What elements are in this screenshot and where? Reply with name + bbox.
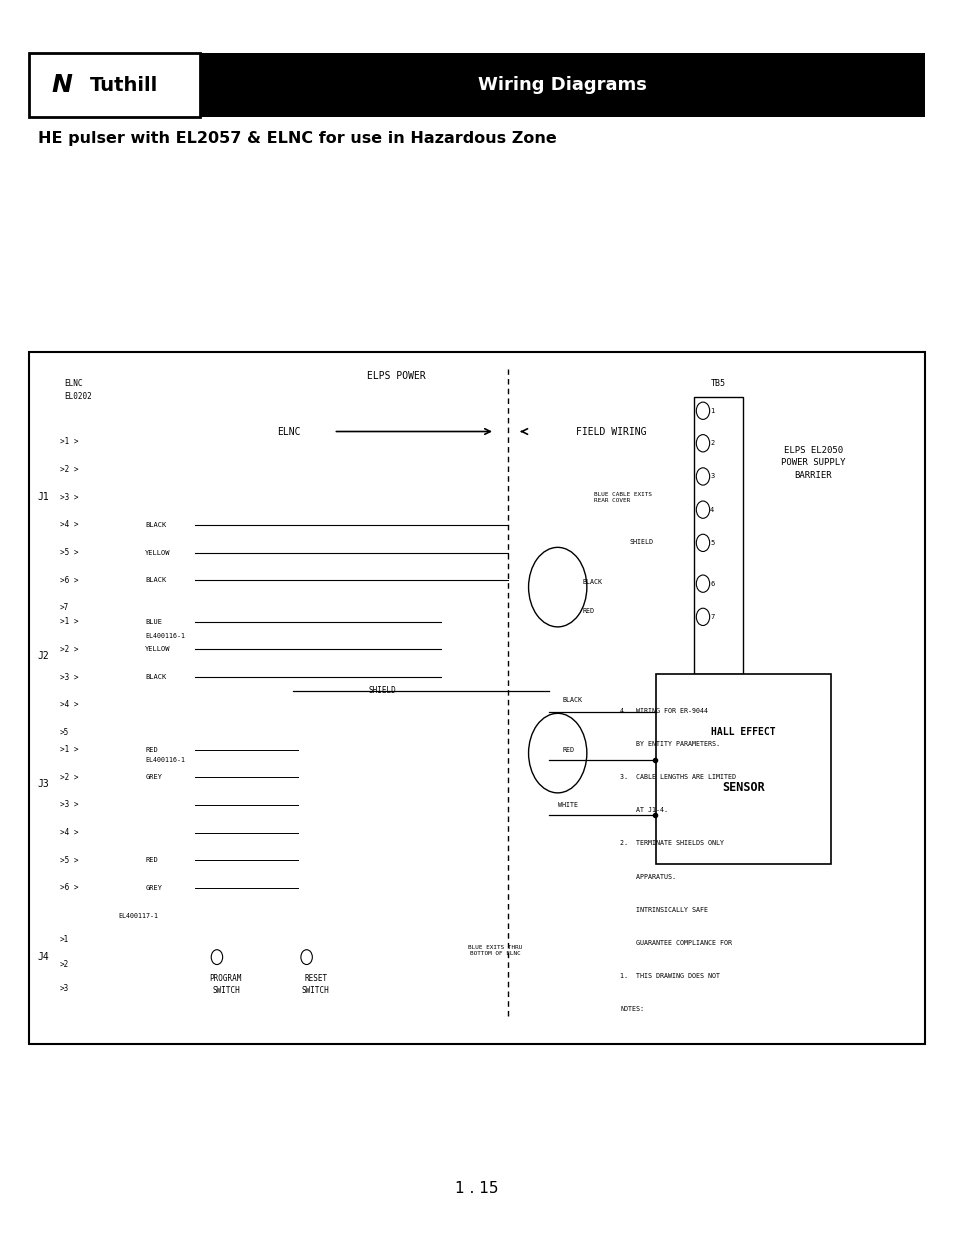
Text: HALL EFFECT: HALL EFFECT — [710, 727, 775, 737]
Text: >1 >: >1 > — [60, 437, 78, 446]
Text: RED: RED — [582, 609, 594, 614]
Text: >6 >: >6 > — [60, 576, 78, 584]
Bar — [656, 673, 830, 863]
Bar — [29, 53, 200, 117]
Text: J4: J4 — [37, 952, 50, 962]
Text: 4: 4 — [709, 506, 714, 513]
Text: 1: 1 — [709, 408, 714, 414]
Text: ELNC: ELNC — [276, 426, 300, 436]
Text: SENSOR: SENSOR — [721, 782, 764, 794]
Text: BLACK: BLACK — [145, 674, 166, 680]
Text: >4 >: >4 > — [60, 829, 78, 837]
Text: 5: 5 — [709, 540, 714, 546]
Text: >2 >: >2 > — [60, 645, 78, 653]
Text: BLACK: BLACK — [561, 698, 581, 703]
Text: WHITE: WHITE — [558, 803, 578, 809]
Text: 6: 6 — [709, 580, 714, 587]
Text: BLACK: BLACK — [582, 578, 602, 584]
Text: EL400117-1: EL400117-1 — [118, 913, 158, 919]
Text: N: N — [51, 73, 72, 98]
Text: >1 >: >1 > — [60, 745, 78, 755]
Bar — [29, 352, 924, 1044]
Text: Tuthill: Tuthill — [90, 75, 158, 95]
Text: 4.  WIRING FOR ER-9044: 4. WIRING FOR ER-9044 — [619, 708, 708, 714]
Text: GREY: GREY — [145, 885, 162, 890]
Bar — [693, 396, 742, 673]
Text: >7: >7 — [60, 604, 70, 613]
Text: SHIELD: SHIELD — [629, 540, 653, 545]
Text: INTRINSICALLY SAFE: INTRINSICALLY SAFE — [619, 906, 708, 913]
Text: >2 >: >2 > — [60, 466, 78, 474]
Text: >6 >: >6 > — [60, 883, 78, 893]
Text: EL400116-1: EL400116-1 — [145, 757, 185, 763]
Text: J1: J1 — [37, 493, 50, 503]
Text: 1.  THIS DRAWING DOES NOT: 1. THIS DRAWING DOES NOT — [619, 973, 720, 979]
Text: J2: J2 — [37, 651, 50, 661]
Text: ELPS EL2050
POWER SUPPLY
BARRIER: ELPS EL2050 POWER SUPPLY BARRIER — [781, 446, 844, 479]
Text: Wiring Diagrams: Wiring Diagrams — [477, 77, 647, 94]
Text: PROGRAM
SWITCH: PROGRAM SWITCH — [210, 974, 242, 995]
Text: >5 >: >5 > — [60, 856, 78, 864]
Text: RED: RED — [145, 747, 158, 752]
Text: BLUE CABLE EXITS
REAR COVER: BLUE CABLE EXITS REAR COVER — [593, 492, 651, 503]
Text: EL0202: EL0202 — [65, 393, 92, 401]
Text: 3: 3 — [709, 473, 714, 479]
Text: 2.  TERMINATE SHIELDS ONLY: 2. TERMINATE SHIELDS ONLY — [619, 841, 723, 846]
Text: >1 >: >1 > — [60, 618, 78, 626]
Text: >3: >3 — [60, 984, 70, 993]
Text: YELLOW: YELLOW — [145, 550, 171, 556]
Text: ELPS POWER: ELPS POWER — [367, 372, 425, 382]
Text: >3 >: >3 > — [60, 673, 78, 682]
Text: NOTES:: NOTES: — [619, 1007, 644, 1013]
Text: BLUE: BLUE — [145, 619, 162, 625]
Text: AT J1-4.: AT J1-4. — [619, 808, 668, 814]
Text: >5: >5 — [60, 727, 70, 737]
Text: >1: >1 — [60, 935, 70, 945]
Text: >3 >: >3 > — [60, 800, 78, 809]
Text: HE pulser with EL2057 & ELNC for use in Hazardous Zone: HE pulser with EL2057 & ELNC for use in … — [38, 131, 557, 146]
Text: BLACK: BLACK — [145, 577, 166, 583]
Text: J3: J3 — [37, 779, 50, 789]
Text: SHIELD: SHIELD — [369, 687, 396, 695]
Text: 7: 7 — [709, 614, 714, 620]
Text: TB5: TB5 — [710, 379, 725, 388]
Text: BLUE EXITS THRU
BOTTOM OF ELNC: BLUE EXITS THRU BOTTOM OF ELNC — [467, 945, 521, 956]
Bar — [200, 53, 924, 117]
Text: 3.  CABLE LENGTHS ARE LIMITED: 3. CABLE LENGTHS ARE LIMITED — [619, 774, 736, 781]
Text: EL400116-1: EL400116-1 — [145, 632, 185, 638]
Text: RESET
SWITCH: RESET SWITCH — [301, 974, 329, 995]
Text: GUARANTEE COMPLIANCE FOR: GUARANTEE COMPLIANCE FOR — [619, 940, 732, 946]
Text: BY ENTITY PARAMETERS.: BY ENTITY PARAMETERS. — [619, 741, 720, 747]
Text: >4 >: >4 > — [60, 700, 78, 709]
Text: >2: >2 — [60, 960, 70, 968]
Text: >3 >: >3 > — [60, 493, 78, 501]
Text: RED: RED — [561, 747, 574, 753]
Text: >2 >: >2 > — [60, 773, 78, 782]
Text: BLACK: BLACK — [145, 522, 166, 527]
Text: GREY: GREY — [145, 774, 162, 781]
Text: ELNC: ELNC — [65, 379, 83, 388]
Text: FIELD WIRING: FIELD WIRING — [576, 426, 646, 436]
Text: RED: RED — [145, 857, 158, 863]
Text: 1 . 15: 1 . 15 — [455, 1181, 498, 1195]
Text: 2: 2 — [709, 440, 714, 446]
Text: >5 >: >5 > — [60, 548, 78, 557]
Text: YELLOW: YELLOW — [145, 646, 171, 652]
Text: >4 >: >4 > — [60, 520, 78, 530]
Text: APPARATUS.: APPARATUS. — [619, 873, 676, 879]
